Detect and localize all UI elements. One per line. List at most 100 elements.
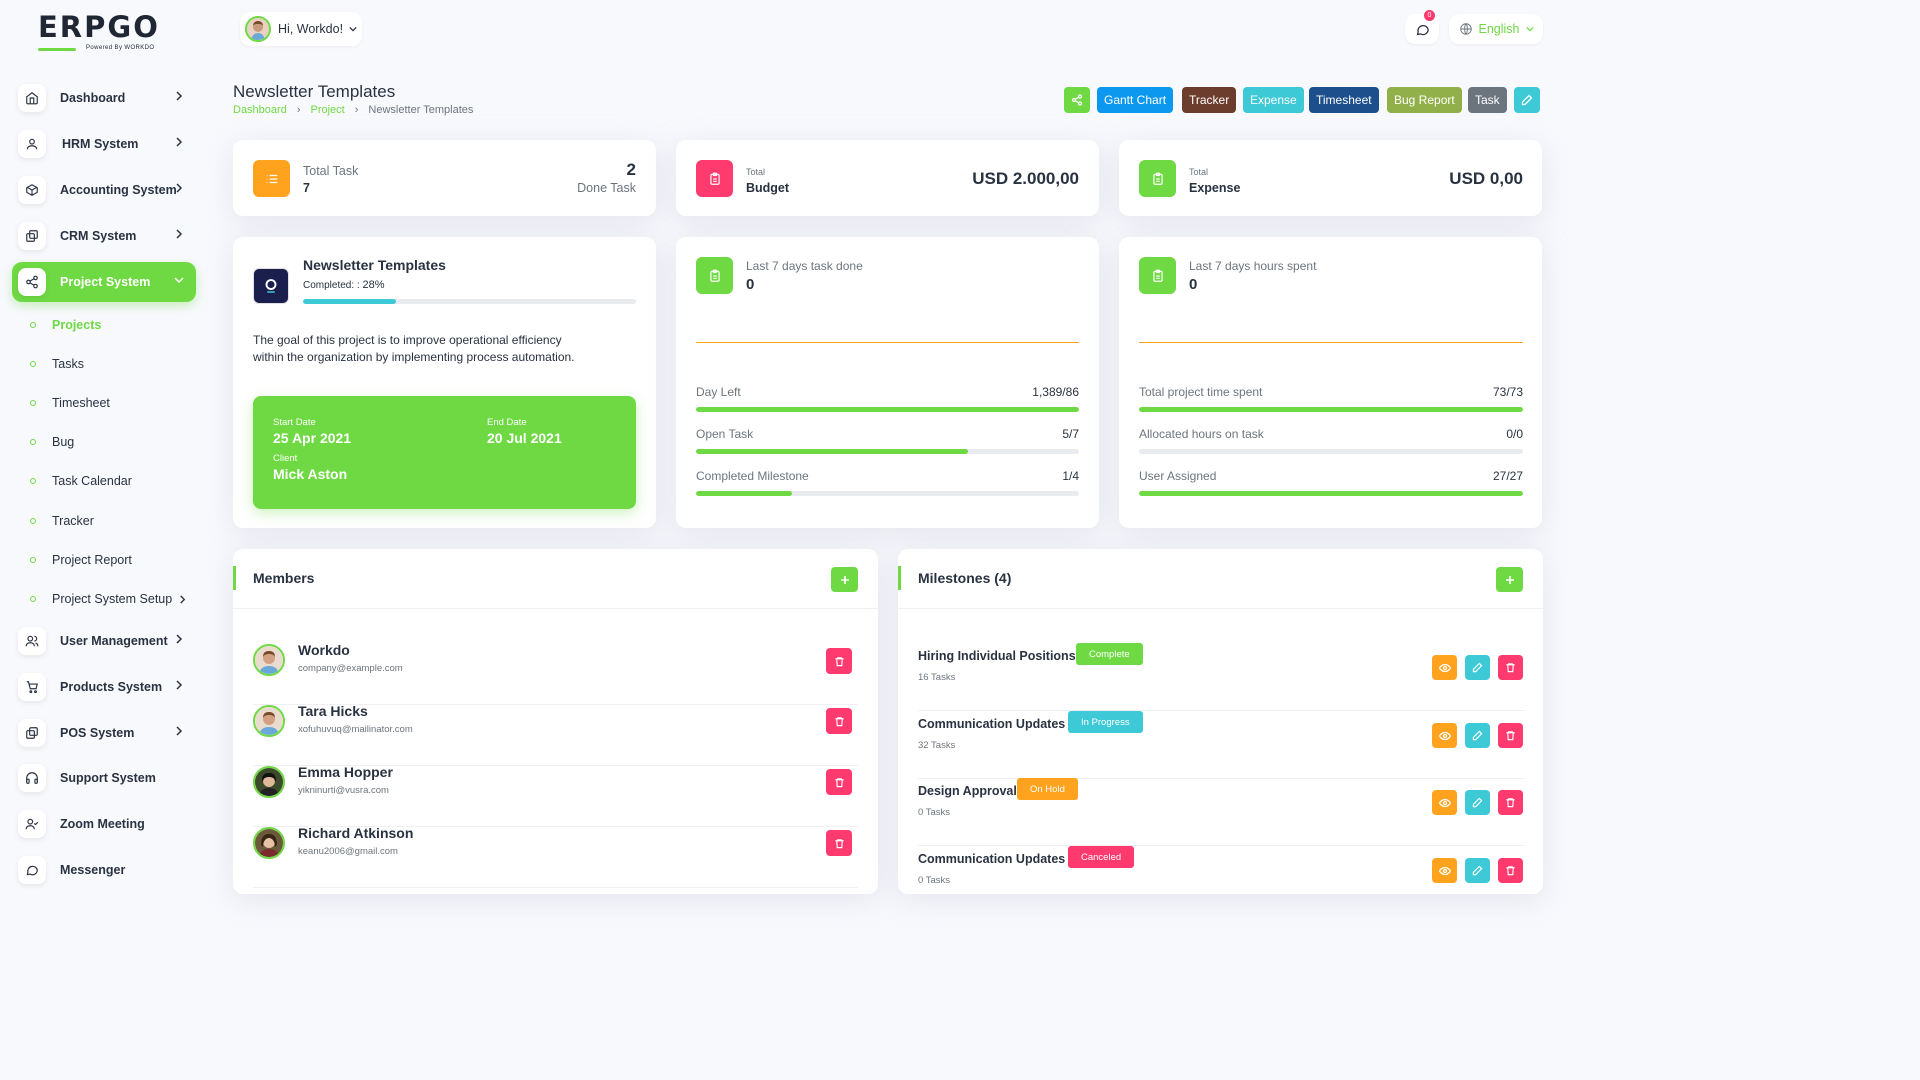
add-milestone-button[interactable]	[1496, 567, 1523, 592]
eye-icon	[1438, 731, 1451, 740]
view-milestone-button[interactable]	[1432, 723, 1457, 748]
eye-icon	[1438, 663, 1451, 672]
sidebar-item-zoom-meeting[interactable]: Zoom Meeting	[12, 804, 196, 844]
bullet-icon	[30, 439, 36, 445]
sidebar-sub-label: Projects	[52, 318, 102, 332]
delete-milestone-button[interactable]	[1498, 655, 1523, 680]
hours-spent-row-value: 0/0	[1506, 427, 1523, 441]
sidebar-sub-projects[interactable]: Projects	[30, 318, 101, 332]
tracker-button[interactable]: Tracker	[1182, 87, 1237, 113]
chevron-right-icon	[176, 680, 183, 690]
delete-member-button[interactable]	[826, 708, 852, 734]
add-member-button[interactable]	[831, 567, 858, 592]
milestone-tasks: 16 Tasks	[918, 672, 956, 683]
sidebar-item-label: Messenger	[60, 863, 126, 877]
sidebar-item-accounting-system[interactable]: Accounting System	[12, 170, 196, 210]
sidebar-sub-task-calendar[interactable]: Task Calendar	[30, 474, 132, 488]
delete-member-button[interactable]	[826, 648, 852, 674]
task-button[interactable]: Task	[1468, 87, 1507, 113]
delete-milestone-button[interactable]	[1498, 723, 1523, 748]
status-badge: In Progress	[1068, 711, 1143, 733]
share-icon	[1071, 94, 1083, 106]
chevron-right-icon	[176, 726, 183, 736]
edit-milestone-button[interactable]	[1465, 655, 1490, 680]
avatar	[253, 766, 285, 798]
sidebar-sub-label: Task Calendar	[52, 474, 132, 488]
sidebar-item-crm-system[interactable]: CRM System	[12, 216, 196, 256]
sidebar-item-label: POS System	[60, 726, 135, 740]
delete-member-button[interactable]	[826, 830, 852, 856]
gantt-chart-button[interactable]: Gantt Chart	[1097, 87, 1174, 113]
trash-icon	[1506, 731, 1515, 741]
sidebar-sub-project-system-setup[interactable]: Project System Setup	[30, 592, 187, 606]
notification-badge: 0	[1424, 10, 1435, 21]
sidebar-sub-timesheet[interactable]: Timesheet	[30, 396, 110, 410]
milestone-row: Hiring Individual Positions Complete 16 …	[918, 643, 1525, 711]
task-done-row-label: Completed Milestone	[696, 469, 809, 483]
expense-label: Expense	[1189, 181, 1241, 195]
bug-report-button[interactable]: Bug Report	[1387, 87, 1462, 113]
edit-milestone-button[interactable]	[1465, 723, 1490, 748]
sidebar-sub-tasks[interactable]: Tasks	[30, 357, 84, 371]
user-menu[interactable]: Hi, Workdo!	[240, 12, 362, 46]
status-badge: On Hold	[1017, 778, 1078, 800]
milestone-name[interactable]: Design Approval	[918, 784, 1017, 798]
status-badge: Complete	[1076, 643, 1143, 665]
sidebar-item-products-system[interactable]: Products System	[12, 667, 196, 707]
view-milestone-button[interactable]	[1432, 858, 1457, 883]
view-milestone-button[interactable]	[1432, 655, 1457, 680]
trash-icon	[1506, 663, 1515, 673]
delete-milestone-button[interactable]	[1498, 858, 1523, 883]
hours-spent-value: 0	[1189, 276, 1198, 293]
clipboard-icon	[696, 160, 733, 197]
sidebar-item-user-management[interactable]: User Management	[12, 621, 196, 661]
hours-spent-card	[1119, 237, 1542, 528]
chevron-right-icon	[180, 594, 186, 604]
sidebar-item-project-system[interactable]: Project System	[12, 262, 196, 302]
bullet-icon	[30, 478, 36, 484]
member-row: Tara Hicks xofuhuvuq@mailinator.com	[253, 703, 858, 766]
chevron-down-icon	[349, 26, 357, 32]
milestone-name[interactable]: Communication Updates	[918, 717, 1066, 731]
expense-button[interactable]: Expense	[1243, 87, 1304, 113]
project-name: Newsletter Templates	[303, 257, 446, 273]
milestone-name[interactable]: Hiring Individual Positions	[918, 649, 1076, 663]
edit-project-button[interactable]	[1514, 87, 1540, 113]
edit-milestone-button[interactable]	[1465, 858, 1490, 883]
sidebar-item-hrm-system[interactable]: HRM System	[12, 124, 196, 164]
expense-small-label: Total	[1189, 167, 1209, 177]
sidebar-item-messenger[interactable]: Messenger	[12, 850, 196, 890]
sidebar-item-support-system[interactable]: Support System	[12, 758, 196, 798]
delete-milestone-button[interactable]	[1498, 790, 1523, 815]
delete-member-button[interactable]	[826, 769, 852, 795]
section-accent-bar	[898, 566, 901, 590]
home-icon	[18, 84, 46, 112]
avatar	[245, 16, 271, 42]
pencil-icon	[1472, 797, 1483, 808]
chevron-right-icon	[176, 137, 183, 147]
layers-icon	[18, 719, 46, 747]
task-done-title: Last 7 days task done	[746, 259, 863, 273]
timesheet-button[interactable]: Timesheet	[1309, 87, 1379, 113]
member-name: Richard Atkinson	[298, 825, 414, 841]
sidebar-sub-bug[interactable]: Bug	[30, 435, 74, 449]
sidebar-item-dashboard[interactable]: Dashboard	[12, 78, 196, 118]
edit-milestone-button[interactable]	[1465, 790, 1490, 815]
users-icon	[18, 627, 46, 655]
share-button[interactable]	[1064, 87, 1090, 113]
pencil-icon	[1521, 94, 1533, 106]
language-selector[interactable]: English	[1449, 14, 1543, 44]
sidebar-sub-project-report[interactable]: Project Report	[30, 553, 132, 567]
sidebar-item-label: User Management	[60, 634, 168, 648]
cart-icon	[18, 673, 46, 701]
sidebar-item-pos-system[interactable]: POS System	[12, 713, 196, 753]
breadcrumb-project[interactable]: Project	[310, 104, 345, 116]
notifications-button[interactable]: 0	[1405, 10, 1439, 44]
view-milestone-button[interactable]	[1432, 790, 1457, 815]
milestone-name[interactable]: Communication Updates	[918, 852, 1066, 866]
breadcrumb-dashboard[interactable]: Dashboard	[233, 104, 287, 116]
sidebar-item-label: Accounting System	[60, 183, 177, 197]
chart-baseline	[1139, 342, 1523, 343]
sidebar-sub-tracker[interactable]: Tracker	[30, 514, 94, 528]
brand-logo[interactable]: ERPGO Powered By WORKDO	[38, 12, 178, 56]
